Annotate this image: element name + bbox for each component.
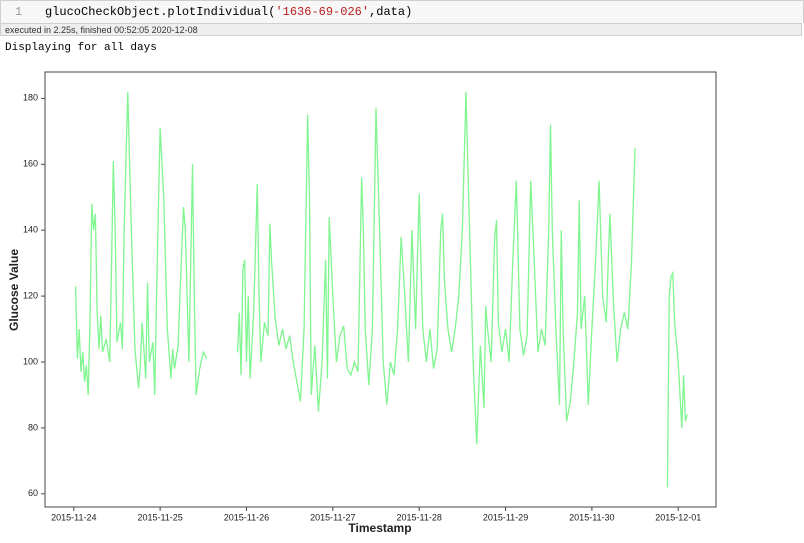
y-tick-label: 120 xyxy=(23,290,38,300)
y-tick-label: 60 xyxy=(28,488,38,498)
cell-status: executed in 2.25s, finished 00:52:05 202… xyxy=(0,23,802,36)
y-tick-label: 180 xyxy=(23,93,38,103)
y-tick-label: 100 xyxy=(23,356,38,366)
x-tick-label: 2015-11-29 xyxy=(483,512,528,522)
cell-prompt: 1 xyxy=(15,5,23,19)
x-tick-label: 2015-11-24 xyxy=(51,512,96,522)
code-string: '1636-69-026' xyxy=(275,5,370,19)
x-axis-label: Timestamp xyxy=(348,521,411,535)
y-axis-label: Glucose Value xyxy=(7,249,21,331)
x-tick-label: 2015-11-28 xyxy=(396,512,441,522)
x-tick-label: 2015-11-30 xyxy=(569,512,614,522)
output-text: Displaying for all days xyxy=(5,42,157,54)
code-text: ,data) xyxy=(369,5,413,19)
glucose-line xyxy=(74,91,688,488)
code-text: glucoCheckObject.plotIndividual( xyxy=(45,5,276,19)
code-cell[interactable]: 1 glucoCheckObject.plotIndividual('1636-… xyxy=(0,0,804,23)
plot-frame xyxy=(44,71,717,508)
x-tick-label: 2015-11-27 xyxy=(310,512,355,522)
x-tick-label: 2015-12-01 xyxy=(655,512,701,522)
y-tick-label: 160 xyxy=(23,159,38,169)
x-tick-label: 2015-11-26 xyxy=(224,512,269,522)
y-tick-label: 140 xyxy=(23,225,38,235)
x-tick-label: 2015-11-25 xyxy=(137,512,182,522)
cell-code[interactable]: glucoCheckObject.plotIndividual('1636-69… xyxy=(45,5,412,19)
y-tick-label: 80 xyxy=(28,422,38,432)
